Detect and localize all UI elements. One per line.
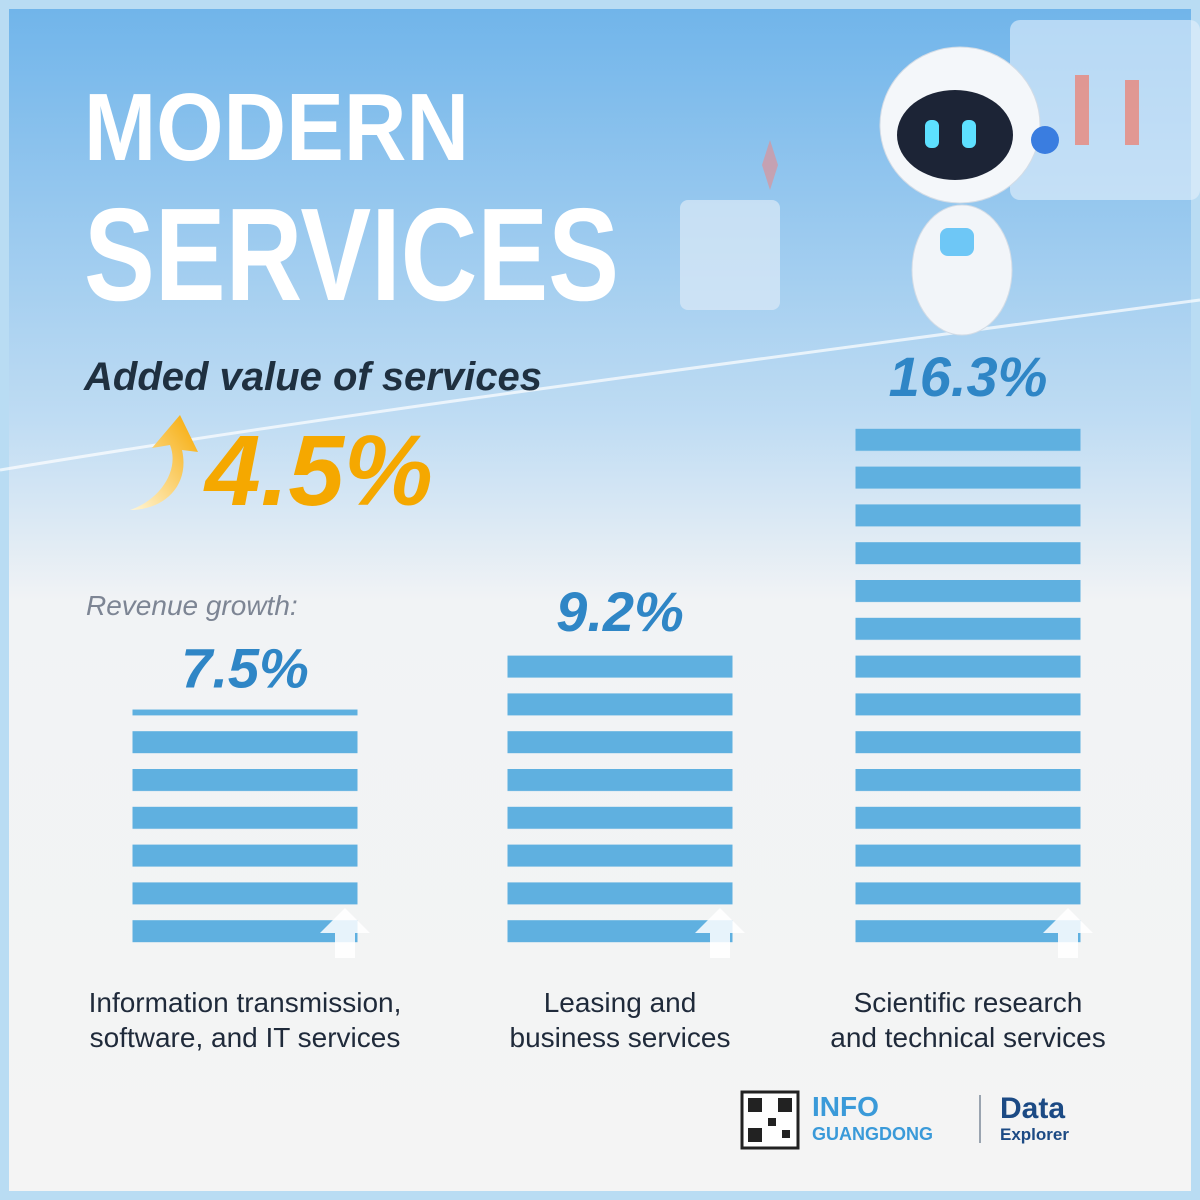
up-arrow-icon bbox=[130, 415, 198, 510]
partner-text: Data bbox=[1000, 1092, 1065, 1125]
title-line: MODERN bbox=[84, 74, 469, 181]
value-label: 16.3% bbox=[889, 345, 1048, 408]
subtitle: Added value of services bbox=[83, 355, 542, 399]
decor-star bbox=[762, 140, 778, 190]
value-label: 7.5% bbox=[181, 637, 309, 700]
decor-bar bbox=[1125, 80, 1139, 145]
bar-arrow bbox=[1043, 908, 1093, 958]
decor-panel bbox=[680, 200, 780, 310]
decor-panel bbox=[1010, 20, 1200, 200]
category-label: Information transmission, software, and … bbox=[88, 987, 402, 1053]
bar-arrow bbox=[320, 908, 370, 958]
bar bbox=[855, 418, 1081, 958]
bar bbox=[507, 653, 733, 958]
brand-text: GUANGDONG bbox=[812, 1124, 933, 1144]
category-label: Scientific research and technical servic… bbox=[830, 987, 1106, 1053]
decor-bar bbox=[1075, 75, 1089, 145]
title-line: SERVICES bbox=[84, 181, 619, 328]
series-label: Revenue growth: bbox=[86, 590, 298, 621]
bar-arrow bbox=[695, 908, 745, 958]
robot bbox=[879, 46, 1059, 336]
partner-text: Explorer bbox=[1000, 1125, 1069, 1144]
qr-code bbox=[740, 1090, 800, 1150]
value-label: 9.2% bbox=[556, 580, 684, 643]
bar bbox=[132, 709, 358, 958]
category-label: Leasing and business services bbox=[509, 987, 731, 1053]
headline-value: 4.5% bbox=[203, 415, 433, 527]
brand-text: INFO bbox=[812, 1091, 879, 1122]
